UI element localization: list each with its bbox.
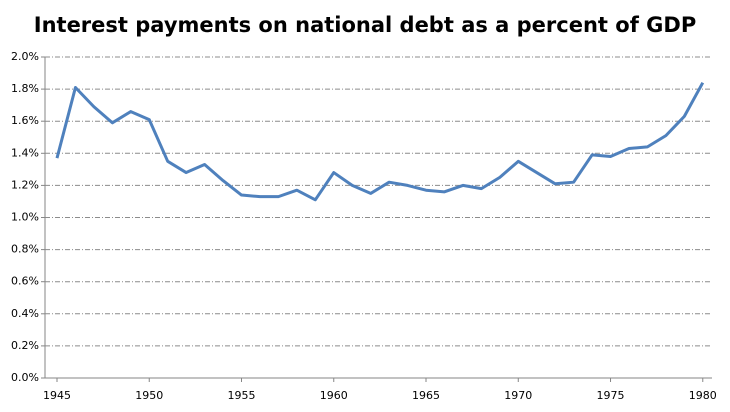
y-tick-label: 1.0%: [11, 211, 39, 224]
y-tick-label: 1.6%: [11, 114, 39, 127]
x-tick-label: 1955: [228, 389, 256, 402]
y-tick-label: 0.4%: [11, 307, 39, 320]
y-tick-label: 1.2%: [11, 178, 39, 191]
x-tick-label: 1950: [135, 389, 163, 402]
y-tick-label: 0.6%: [11, 275, 39, 288]
x-tick-label: 1970: [504, 389, 532, 402]
y-tick-label: 0.2%: [11, 339, 39, 352]
y-tick-label: 1.4%: [11, 146, 39, 159]
y-tick-label: 0.0%: [11, 371, 39, 384]
x-tick-label: 1960: [320, 389, 348, 402]
x-tick-label: 1965: [412, 389, 440, 402]
chart-title: Interest payments on national debt as a …: [34, 13, 696, 37]
y-tick-label: 2.0%: [11, 50, 39, 63]
x-tick-label: 1945: [43, 389, 71, 402]
x-tick-label: 1980: [689, 389, 717, 402]
line: [55, 81, 705, 202]
y-tick-label: 1.8%: [11, 82, 39, 95]
x-tick-label: 1975: [597, 389, 625, 402]
y-tick-label: 0.8%: [11, 243, 39, 256]
